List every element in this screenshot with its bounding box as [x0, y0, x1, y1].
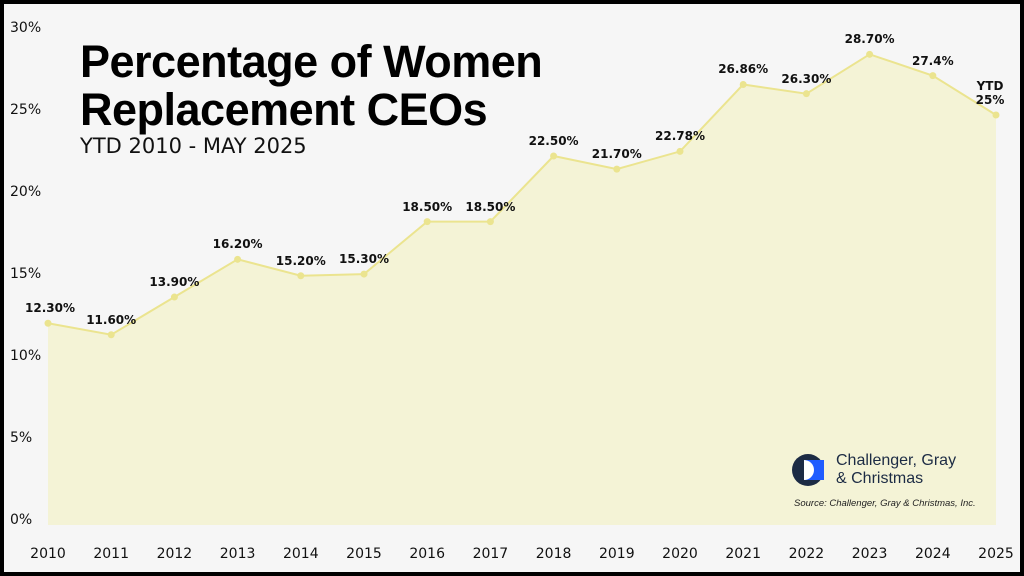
- data-label: 18.50%: [402, 199, 453, 214]
- data-label: 15.20%: [275, 253, 326, 268]
- brand-name-line-1: Challenger, Gray: [836, 452, 957, 469]
- series-area: [48, 54, 996, 525]
- title-line-1: Percentage of Women: [80, 36, 543, 87]
- x-tick-label: 2015: [346, 546, 382, 562]
- chart-title: Percentage of Women Replacement CEOs: [80, 36, 543, 135]
- data-point-2023: [866, 50, 874, 58]
- data-point-2021: [739, 80, 747, 88]
- data-point-2019: [613, 165, 621, 173]
- chart-frame: Percentage of Women Replacement CEOs YTD…: [4, 4, 1020, 572]
- y-tick-label: 30%: [10, 20, 42, 36]
- brand-name: Challenger, Gray & Christmas: [836, 452, 956, 488]
- x-tick-label: 2023: [851, 546, 888, 562]
- y-tick-label: 20%: [10, 184, 42, 200]
- y-tick-label: 25%: [10, 102, 42, 118]
- data-point-2012: [170, 293, 178, 301]
- brand-logo: Challenger, Gray & Christmas: [790, 452, 956, 488]
- data-point-2013: [234, 255, 242, 263]
- y-tick-label: 15%: [10, 266, 42, 282]
- x-tick-label: 2025: [978, 546, 1014, 562]
- x-tick-label: 2022: [788, 546, 825, 562]
- series-line: [47, 53, 997, 336]
- x-tick-label: 2016: [409, 546, 445, 562]
- data-label: 22.78%: [655, 129, 705, 144]
- data-point-2018: [550, 152, 558, 160]
- x-tick-label: 2017: [472, 546, 509, 562]
- data-point-2016: [423, 218, 431, 226]
- data-label: 21.70%: [591, 147, 642, 162]
- x-tick-label: 2021: [725, 546, 761, 562]
- title-line-2: Replacement CEOs: [80, 84, 488, 135]
- x-tick-label: 2012: [156, 546, 193, 562]
- data-label: 22.50%: [528, 134, 579, 148]
- data-point-2020: [676, 147, 684, 155]
- data-label: 26.30%: [781, 71, 832, 86]
- data-label: 16.20%: [212, 237, 263, 252]
- data-point-2025: [992, 111, 1000, 119]
- x-tick-label: 2024: [914, 546, 951, 562]
- data-label: 26.86%: [718, 62, 769, 77]
- data-label: 15.30%: [339, 252, 389, 267]
- x-tick-label: 2011: [93, 546, 129, 562]
- data-point-2010: [44, 319, 52, 327]
- data-label: 27.4%: [911, 53, 954, 68]
- x-tick-label: 2018: [535, 546, 572, 562]
- x-tick-label: 2014: [282, 546, 319, 562]
- data-label: 18.50%: [465, 199, 516, 214]
- data-point-2017: [486, 218, 494, 226]
- source-note: Source: Challenger, Gray & Christmas, In…: [794, 498, 976, 509]
- data-label: 12.30%: [25, 301, 75, 316]
- y-tick-label: 10%: [10, 348, 42, 364]
- data-label: 28.70%: [844, 32, 895, 47]
- data-point-2022: [802, 90, 810, 98]
- data-point-2024: [929, 72, 937, 80]
- data-label: YTD 25%: [975, 79, 1005, 107]
- x-tick-label: 2010: [30, 546, 66, 562]
- data-label: 11.60%: [86, 312, 137, 327]
- y-tick-label: 5%: [10, 430, 33, 446]
- x-tick-label: 2019: [598, 546, 635, 562]
- x-tick-label: 2020: [662, 546, 698, 562]
- brand-mark-icon: [792, 454, 824, 486]
- chart-plot: [44, 50, 1000, 525]
- data-point-2014: [297, 272, 305, 280]
- y-tick-label: 0%: [10, 512, 33, 528]
- data-point-2011: [107, 331, 115, 339]
- data-point-2015: [360, 270, 368, 278]
- data-label: 13.90%: [149, 275, 200, 290]
- chart-subtitle: YTD 2010 - MAY 2025: [80, 134, 307, 158]
- brand-name-line-2: & Christmas: [836, 470, 924, 487]
- x-tick-label: 2013: [219, 546, 256, 562]
